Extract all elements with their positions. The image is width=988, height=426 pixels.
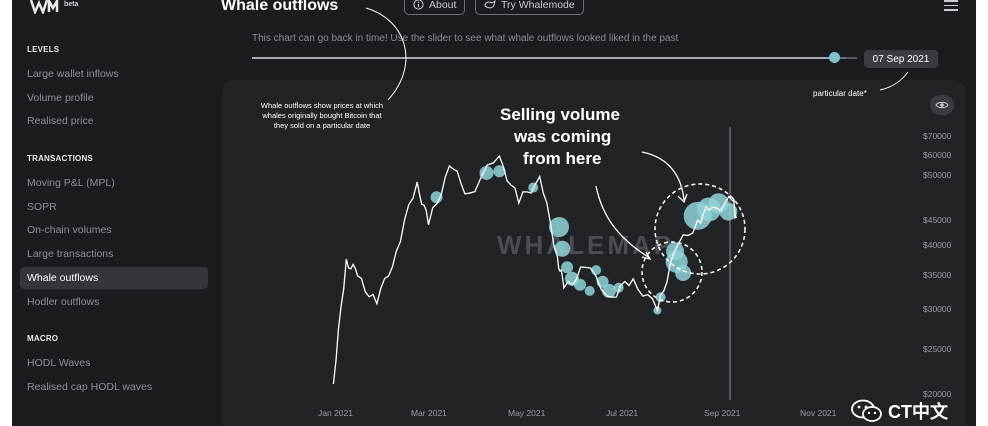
y-tick-label: $40000	[923, 240, 952, 250]
annotation-line-3: from here	[523, 149, 602, 168]
brand-text: CT中文	[888, 402, 948, 422]
arrowhead-small	[641, 251, 652, 261]
x-tick-label: Sep 2021	[704, 408, 741, 418]
sidebar-item-realised-cap-hodl-waves[interactable]: Realised cap HODL waves	[27, 380, 153, 393]
about-label: About	[429, 0, 457, 11]
app-window: beta LEVELS Large wallet inflows Volume pr…	[12, 0, 976, 426]
visibility-toggle[interactable]	[930, 95, 954, 115]
x-tick-label: Jul 2021	[606, 408, 639, 418]
outflow-bubble	[574, 278, 586, 291]
outflow-bubble	[561, 261, 574, 274]
sidebar-item-volume-profile[interactable]: Volume profile	[27, 91, 94, 104]
time-slider[interactable]	[252, 57, 847, 59]
whalemap-logo-icon	[30, 0, 59, 14]
y-tick-label: $50000	[923, 170, 952, 180]
wechat-icon	[851, 399, 882, 422]
sidebar-item-on-chain-volumes[interactable]: On-chain volumes	[27, 224, 112, 237]
info-icon	[413, 0, 424, 10]
x-tick-label: Jan 2021	[318, 408, 353, 418]
highlight-circle-small	[641, 241, 703, 303]
y-tick-label: $20000	[923, 389, 952, 399]
watermark: WHALEMAP	[497, 230, 675, 260]
whale-outflows-chart	[332, 7, 909, 400]
whale-icon	[484, 0, 496, 9]
beta-badge: beta	[64, 1, 79, 8]
y-tick-label: $30000	[923, 304, 952, 314]
outflow-bubble	[584, 285, 595, 296]
outflow-bubble	[591, 265, 602, 276]
sidebar: beta LEVELS Large wallet inflows Volume pr…	[12, 0, 212, 426]
sidebar-item-hodl-waves[interactable]: HODL Waves	[27, 357, 91, 369]
logo[interactable]: beta	[30, 0, 78, 16]
y-tick-label: $70000	[923, 131, 952, 141]
sidebar-item-whale-outflows[interactable]: Whale outflows	[20, 266, 208, 289]
nav-section-transactions: TRANSACTIONS	[27, 154, 93, 163]
y-tick-label: $60000	[923, 150, 952, 160]
outflow-bubble	[554, 240, 571, 257]
outflow-bubble	[479, 165, 494, 180]
slider-remaining	[847, 57, 857, 59]
y-tick-label: $25000	[923, 344, 952, 354]
annotation-line-1: Selling volume	[500, 105, 620, 124]
page-title: Whale outflows	[221, 0, 339, 14]
outflow-bubble	[719, 202, 738, 221]
sidebar-item-large-transactions[interactable]: Large transactions	[27, 248, 114, 261]
annotation-line-2: was coming	[514, 127, 612, 146]
outflow-bubble	[493, 165, 506, 178]
y-tick-label: $35000	[923, 270, 952, 280]
whale-outflows-note: Whale outflows show prices at which whal…	[260, 101, 384, 130]
chart-panel	[222, 80, 966, 426]
price-line	[332, 154, 737, 385]
y-tick-label: $45000	[923, 215, 952, 225]
date-pointer-line	[879, 71, 909, 91]
x-tick-label: Nov 2021	[800, 408, 837, 418]
whalemode-label: Try Whalemode	[501, 0, 575, 11]
sidebar-item-moving-p-l-mpl[interactable]: Moving P&L (MPL)	[27, 177, 115, 189]
eye-icon	[935, 101, 949, 109]
sidebar-item-large-wallet-inflows[interactable]: Large wallet inflows	[27, 68, 119, 80]
selected-date[interactable]: 07 Sep 2021	[864, 50, 938, 68]
arrow-to-large-circle	[641, 151, 685, 201]
particular-date-label: particular date*	[813, 89, 867, 98]
arrow-to-small-circle	[595, 185, 651, 259]
sidebar-item-hodler-outflows[interactable]: Hodler outflows	[27, 295, 100, 308]
menu-icon[interactable]	[944, 0, 958, 12]
outflow-bubble	[549, 216, 570, 237]
note-pointer-line	[365, 7, 407, 101]
arrowhead-large	[677, 193, 688, 204]
brand-watermark: CT中文	[850, 398, 948, 424]
nav-section-levels: LEVELS	[27, 45, 60, 54]
slider-thumb[interactable]	[829, 52, 840, 63]
try-whalemode-button[interactable]: Try Whalemode	[475, 0, 584, 15]
sidebar-item-realised-price[interactable]: Realised price	[27, 115, 94, 128]
highlight-circle-large	[654, 183, 746, 275]
nav-section-macro: MACRO	[27, 334, 59, 343]
outflow-bubble	[430, 191, 443, 204]
slider-hint: This chart can go back in time! Use the …	[252, 33, 679, 44]
x-tick-label: Mar 2021	[411, 408, 447, 418]
x-tick-label: May 2021	[508, 408, 546, 418]
sidebar-item-sopr[interactable]: SOPR	[27, 200, 57, 213]
about-button[interactable]: About	[404, 0, 466, 15]
slider-fill	[252, 57, 830, 59]
